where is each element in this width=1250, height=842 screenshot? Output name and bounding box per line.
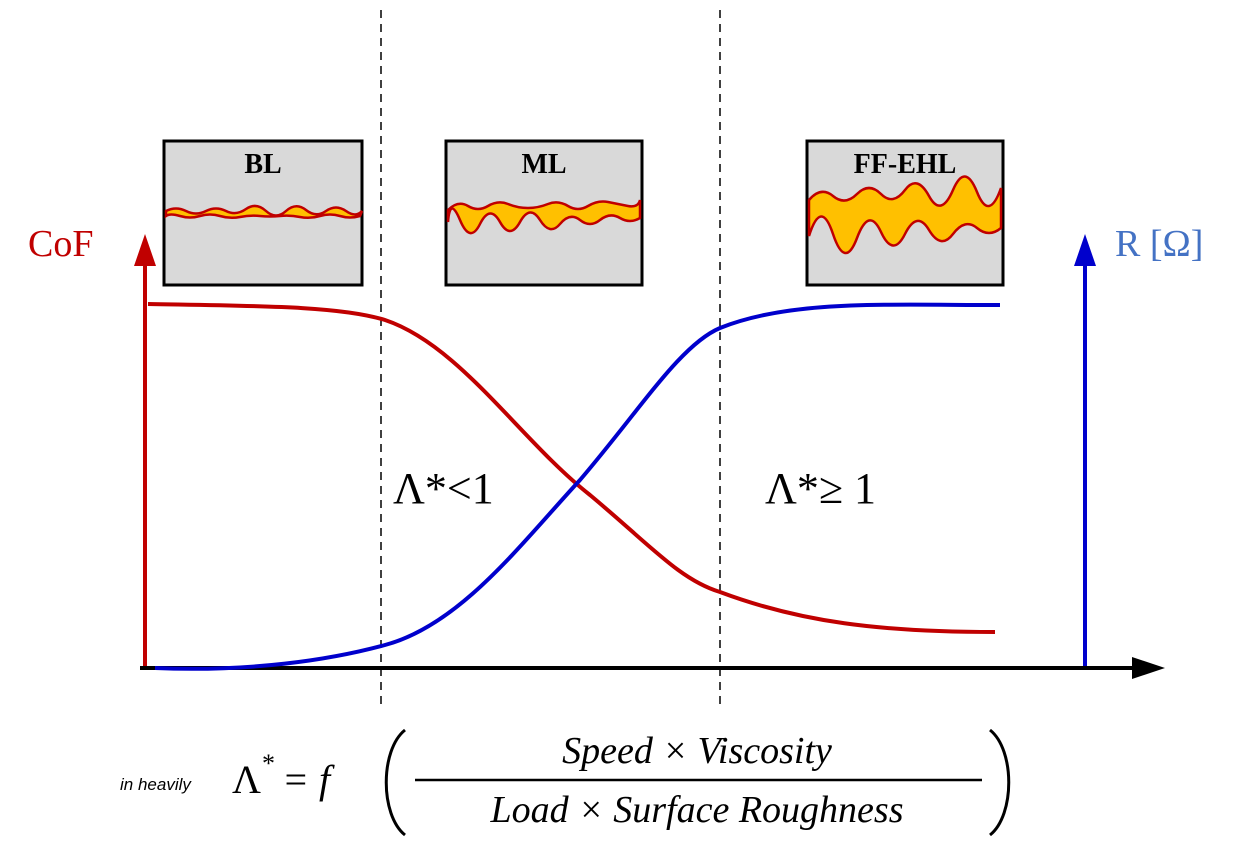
regime-label: BL	[244, 149, 281, 180]
regime-label: FF-EHL	[854, 149, 957, 180]
formula-superscript: *	[262, 749, 275, 778]
regime-label: ML	[521, 149, 566, 180]
axis-arrow	[1132, 657, 1165, 679]
formula-symbol: Λ	[232, 757, 261, 802]
paren	[990, 730, 1009, 835]
formula: Λ * = f Speed × Viscosity Load × Surface…	[232, 730, 1009, 835]
paren	[386, 730, 405, 835]
regime-box: BL	[164, 141, 362, 285]
regime-box: FF-EHL	[807, 141, 1003, 285]
formula-denominator: Load × Surface Roughness	[489, 789, 903, 831]
formula-function: = f	[282, 757, 335, 802]
regime-box: ML	[446, 141, 642, 285]
axis-label: CoF	[28, 223, 93, 265]
footnote: in heavily	[120, 775, 192, 794]
axis-label: R [Ω]	[1115, 223, 1203, 265]
annotation: Λ*≥ 1	[765, 464, 876, 513]
annotation: Λ*<1	[393, 464, 494, 513]
formula-numerator: Speed × Viscosity	[562, 730, 832, 772]
diagram: BL ML FF-EHL CoF R [Ω] Λ*<1 Λ*≥ 1 Λ * = …	[0, 0, 1250, 842]
axis-arrow	[1074, 234, 1096, 266]
axis-arrow	[134, 234, 156, 266]
